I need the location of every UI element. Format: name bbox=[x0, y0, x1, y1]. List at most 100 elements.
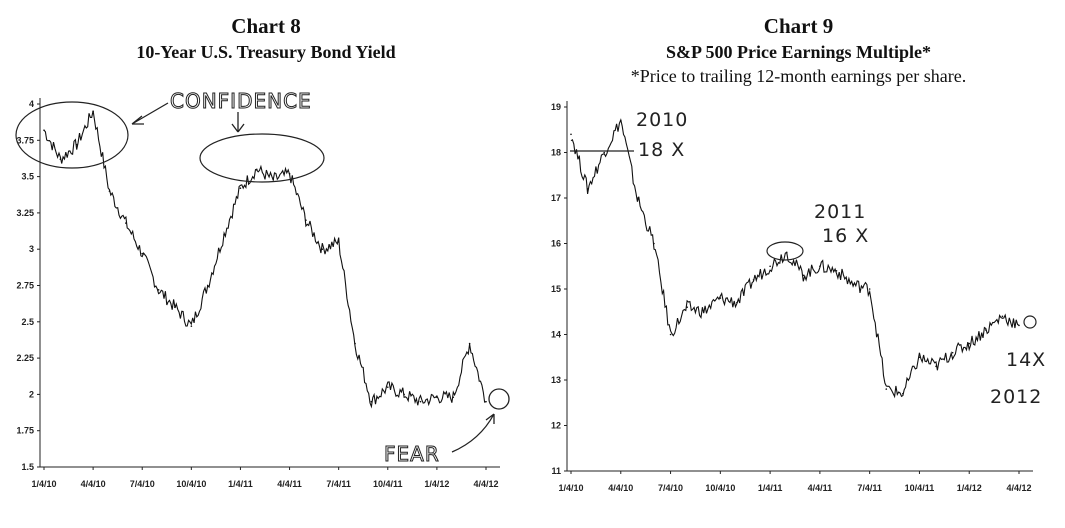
data-point bbox=[968, 342, 971, 345]
confidence-arrow-left bbox=[131, 102, 169, 125]
chart-9-title: Chart 9 bbox=[763, 14, 834, 38]
data-point bbox=[935, 365, 937, 368]
series-line bbox=[43, 110, 487, 409]
data-point bbox=[157, 289, 160, 291]
y-tick-label: 16 bbox=[551, 239, 561, 249]
x-tick-label: 7/4/10 bbox=[130, 479, 155, 489]
x-tick-label: 1/4/10 bbox=[558, 483, 583, 493]
chart-8-plot: 1.5 1.75 2 2.25 2.5 2.75 3 3.25 3.5 3.75 4 1/4/10 4/… bbox=[15, 89, 510, 489]
x-tick-label: 4/4/12 bbox=[1006, 483, 1031, 493]
x-tick-label: 7/4/10 bbox=[658, 483, 683, 493]
fear-annotation: FEAR bbox=[384, 442, 440, 466]
data-point bbox=[403, 393, 405, 396]
data-point bbox=[370, 400, 373, 403]
data-point bbox=[305, 219, 307, 221]
annotation-2011-ellipse bbox=[766, 241, 804, 261]
chart-9-panel: Chart 9 S&P 500 Price Earnings Multiple*… bbox=[532, 0, 1065, 528]
data-point bbox=[802, 274, 805, 277]
data-point bbox=[485, 400, 487, 403]
data-point bbox=[769, 265, 771, 268]
x-tick-label: 4/4/10 bbox=[608, 483, 633, 493]
y-tick-label: 2 bbox=[29, 389, 34, 399]
y-tick-label: 3.5 bbox=[21, 172, 34, 182]
chart-9-subtitle: S&P 500 Price Earnings Multiple* bbox=[666, 42, 931, 62]
annotation-2010: 2010 bbox=[636, 109, 688, 131]
data-point bbox=[785, 251, 788, 254]
chart-9-note: *Price to trailing 12-month earnings per… bbox=[630, 66, 967, 86]
x-tick-label: 1/4/12 bbox=[424, 479, 449, 489]
chart-8-panel: Chart 8 10-Year U.S. Treasury Bond Yield… bbox=[0, 0, 532, 528]
data-point bbox=[669, 333, 672, 336]
chart-8-subtitle: 10-Year U.S. Treasury Bond Yield bbox=[136, 42, 396, 62]
data-point bbox=[603, 151, 605, 154]
y-tick-label: 2.5 bbox=[21, 317, 34, 327]
data-point bbox=[125, 222, 127, 224]
annotation-16x: 16 X bbox=[822, 225, 869, 247]
data-point bbox=[586, 188, 589, 190]
x-tick-label: 4/4/10 bbox=[81, 479, 106, 489]
annotation-2012: 2012 bbox=[990, 386, 1042, 408]
data-point bbox=[1018, 324, 1020, 327]
annotation-14x: 14X bbox=[1006, 349, 1046, 371]
data-point bbox=[223, 233, 225, 236]
x-tick-label: 10/4/10 bbox=[705, 483, 735, 493]
data-point bbox=[337, 241, 340, 243]
data-point bbox=[868, 288, 871, 290]
x-tick-label: 1/4/10 bbox=[31, 479, 56, 489]
confidence-ellipse-right bbox=[199, 133, 325, 183]
data-point bbox=[59, 158, 62, 160]
data-point bbox=[141, 252, 144, 255]
y-tick-label: 3.25 bbox=[16, 208, 34, 218]
x-tick-label: 7/4/11 bbox=[857, 483, 882, 493]
data-point bbox=[452, 396, 455, 399]
y-tick-label: 1.5 bbox=[21, 462, 34, 472]
data-point bbox=[736, 301, 738, 304]
data-point bbox=[885, 388, 888, 390]
data-point bbox=[835, 270, 838, 272]
data-point bbox=[206, 284, 209, 287]
annotation-18x: 18 X bbox=[638, 139, 685, 161]
series-line bbox=[570, 118, 1020, 399]
x-tick-label: 1/4/11 bbox=[228, 479, 253, 489]
data-point bbox=[752, 279, 755, 281]
data-point bbox=[902, 392, 904, 395]
data-point bbox=[386, 386, 389, 388]
data-point bbox=[1001, 315, 1004, 318]
data-point bbox=[321, 248, 324, 250]
data-point bbox=[436, 396, 438, 399]
y-tick-label: 14 bbox=[551, 330, 561, 340]
confidence-arrow-down bbox=[231, 112, 245, 133]
y-tick-label: 3 bbox=[29, 244, 34, 254]
x-tick-label: 1/4/11 bbox=[758, 483, 783, 493]
x-tick-label: 10/4/11 bbox=[373, 479, 403, 489]
annotation-2012-circle bbox=[1023, 315, 1037, 329]
chart-8-title: Chart 8 bbox=[231, 14, 301, 38]
data-point bbox=[419, 400, 422, 403]
y-tick-label: 2.75 bbox=[16, 281, 34, 291]
data-point bbox=[468, 342, 471, 345]
data-point bbox=[43, 129, 45, 131]
data-point bbox=[719, 297, 722, 299]
y-tick-label: 12 bbox=[551, 421, 561, 431]
data-point bbox=[819, 265, 821, 268]
annotation-2011: 2011 bbox=[814, 201, 866, 223]
data-point bbox=[92, 110, 94, 113]
data-point bbox=[272, 178, 274, 181]
data-point bbox=[190, 325, 193, 327]
x-tick-label: 10/4/10 bbox=[176, 479, 206, 489]
y-tick-label: 3.75 bbox=[16, 135, 34, 145]
data-point bbox=[75, 143, 78, 146]
data-point bbox=[702, 310, 705, 313]
chart-9-plot: 11 12 13 14 15 16 17 18 19 1/4/10 4/4/10 7/4/10 10/4… bbox=[551, 101, 1046, 493]
confidence-ellipse-left bbox=[15, 101, 129, 169]
data-point bbox=[239, 187, 242, 190]
y-tick-label: 2.25 bbox=[16, 353, 34, 363]
x-tick-label: 10/4/11 bbox=[905, 483, 935, 493]
data-point bbox=[951, 351, 954, 354]
data-point bbox=[108, 190, 111, 192]
y-tick-label: 1.75 bbox=[16, 426, 34, 436]
y-tick-label: 13 bbox=[551, 375, 561, 385]
x-tick-label: 4/4/12 bbox=[473, 479, 498, 489]
y-tick-label: 4 bbox=[29, 99, 34, 109]
x-tick-label: 7/4/11 bbox=[326, 479, 351, 489]
